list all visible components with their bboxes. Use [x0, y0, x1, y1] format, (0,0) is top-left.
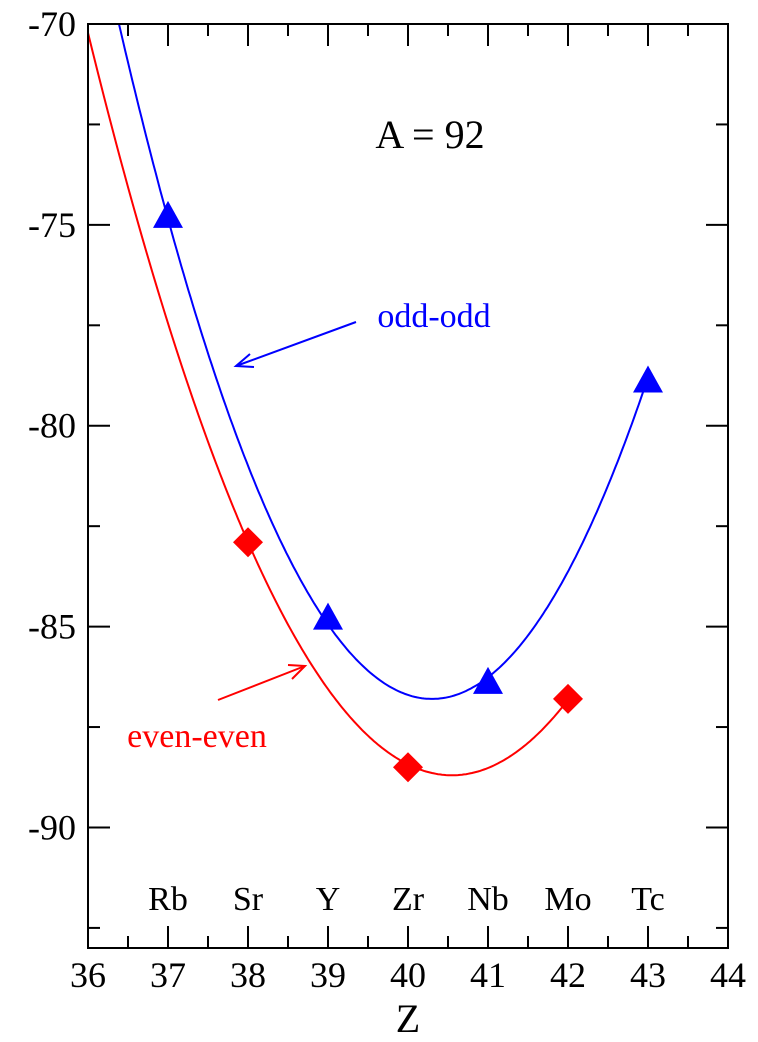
series-line-odd-odd	[117, 24, 649, 700]
x-tick-label: 38	[230, 955, 266, 995]
x-tick-label: 44	[710, 955, 746, 995]
element-label: Rb	[148, 881, 188, 918]
x-tick-label: 37	[150, 955, 186, 995]
labels-layer: 36 37 38 39 40 41 42 43 44 -70 -75 -80 -85 -90 Rb Sr Y Zr…	[28, 4, 746, 995]
arrowhead-even-even	[287, 664, 308, 680]
markers-layer	[153, 200, 663, 783]
data-point-even-even	[233, 527, 263, 558]
data-point-odd-odd	[153, 200, 183, 228]
element-label: Mo	[544, 881, 591, 918]
series-line-even-even	[88, 32, 569, 777]
y-tick-label: -75	[28, 205, 76, 245]
arrowhead-odd-odd	[233, 353, 255, 368]
arrow-even-even	[217, 665, 306, 701]
legend-label-even-even: even-even	[127, 718, 267, 755]
data-point-odd-odd	[633, 365, 663, 393]
y-tick-label: -80	[28, 406, 76, 446]
ticks-layer	[87, 23, 729, 948]
element-label: Sr	[233, 881, 264, 918]
data-point-odd-odd	[313, 602, 343, 630]
element-label: Y	[316, 881, 341, 918]
x-axis-label: Z	[396, 996, 420, 1041]
data-point-even-even	[393, 752, 423, 783]
y-tick-label: -85	[28, 607, 76, 647]
element-label: Nb	[467, 881, 509, 918]
data-point-even-even	[553, 683, 583, 714]
x-tick-label: 42	[550, 955, 586, 995]
legend-label-odd-odd: odd-odd	[377, 298, 490, 335]
element-label: Tc	[631, 881, 665, 918]
y-tick-label: -90	[28, 807, 76, 847]
y-tick-label: -70	[28, 4, 76, 44]
frame-layer	[87, 23, 729, 949]
curves-layer	[88, 24, 649, 777]
x-tick-label: 40	[390, 955, 426, 995]
annotation-label: A = 92	[375, 112, 484, 157]
element-label: Zr	[392, 881, 425, 918]
x-tick-label: 43	[630, 955, 666, 995]
x-tick-label: 36	[70, 955, 106, 995]
x-tick-label: 41	[470, 955, 506, 995]
plot-frame	[87, 23, 729, 949]
arrow-odd-odd	[235, 321, 357, 367]
data-point-odd-odd	[473, 666, 503, 694]
x-tick-label: 39	[310, 955, 346, 995]
